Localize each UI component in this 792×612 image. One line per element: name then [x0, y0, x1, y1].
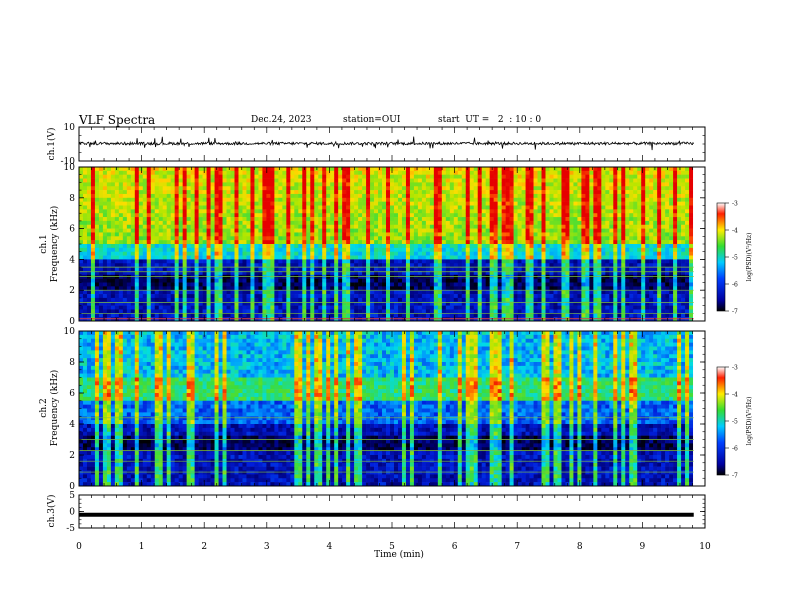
- colorbar-tick-label: -7: [732, 473, 738, 480]
- x-tick-label: 6: [452, 542, 458, 552]
- start-ut-label: start UT = 2 : 10 : 0: [438, 115, 542, 125]
- ch1-spec-ylabel: ch.1Frequency (kHz): [39, 206, 60, 283]
- y-tick-label: 10: [64, 163, 76, 173]
- colorbar-tick-label: -5: [732, 255, 738, 262]
- colorbar-tick-label: -4: [732, 228, 738, 235]
- time-axis: 0 1 2 3 4 5 6 7 8 9 10: [76, 542, 711, 552]
- x-tick-label: 3: [264, 542, 270, 552]
- chart-title: VLF Spectra: [79, 113, 156, 127]
- colorbar-tick-label: -6: [732, 282, 738, 289]
- x-axis-label: Time (min): [374, 549, 424, 560]
- colorbar-tick-label: -4: [732, 392, 738, 399]
- colorbar-tick-label: -3: [732, 365, 738, 372]
- date-label: Dec.24, 2023: [251, 115, 312, 125]
- ch1-waveform-panel: -10 10: [61, 123, 706, 167]
- x-tick-label: 2: [201, 542, 207, 552]
- ch1-wave-ylabel: ch.1(V): [46, 128, 57, 161]
- x-tick-label: 1: [139, 542, 145, 552]
- ch1-waveform-trace: [78, 136, 695, 151]
- ch1-spectrogram-panel: 0 2 4 6 8 10: [64, 163, 706, 327]
- x-tick-label: 9: [640, 542, 646, 552]
- ch3-waveform-panel: -5 0 5: [66, 491, 706, 534]
- colorbar-tick-label: -3: [732, 201, 738, 208]
- y-tick-label: -5: [66, 524, 75, 534]
- x-tick-label: 4: [327, 542, 333, 552]
- y-tick-label: 0: [69, 317, 75, 327]
- y-tick-label: 10: [64, 327, 76, 337]
- y-tick-label: 6: [69, 389, 75, 399]
- y-tick-label: 10: [64, 123, 76, 133]
- station-label: station=OUI: [343, 115, 401, 125]
- y-tick-label: 4: [69, 420, 75, 430]
- ch1-colorbar: -7 -6 -5 -4 -3 log(PSD)(V²/Hz): [716, 201, 753, 316]
- ch3-wave-ylabel: ch.3(V): [46, 495, 57, 528]
- ch2-spectrogram-panel: 0 2 4 6 8 10: [64, 327, 706, 492]
- y-tick-label: 0: [69, 508, 75, 518]
- ch1-waveform-line: [78, 136, 695, 151]
- y-tick-label: 6: [69, 225, 75, 235]
- colorbar-label: log(PSD)(V²/Hz): [746, 397, 753, 446]
- y-tick-label: -10: [61, 157, 76, 167]
- colorbar-label: log(PSD)(V²/Hz): [746, 233, 753, 282]
- y-tick-label: 4: [69, 255, 75, 265]
- x-tick-label: 10: [699, 542, 711, 552]
- ch2-spec-ylabel: ch.2Frequency (kHz): [39, 370, 60, 447]
- y-tick-label: 5: [69, 491, 75, 501]
- colorbar-tick-label: -7: [732, 309, 738, 316]
- x-tick-label: 5: [389, 542, 395, 552]
- x-tick-label: 8: [577, 542, 583, 552]
- y-tick-label: 2: [69, 286, 75, 296]
- y-tick-label: 8: [69, 358, 75, 368]
- y-tick-label: 8: [69, 194, 75, 204]
- ch2-colorbar: -7 -6 -5 -4 -3 log(PSD)(V²/Hz): [716, 365, 753, 480]
- colorbar-tick-label: -6: [732, 446, 738, 453]
- x-tick-label: 7: [514, 542, 520, 552]
- y-tick-label: 2: [69, 451, 75, 461]
- y-tick-label: 0: [69, 482, 75, 492]
- x-tick-label: 0: [76, 542, 82, 552]
- colorbar-tick-label: -5: [732, 419, 738, 426]
